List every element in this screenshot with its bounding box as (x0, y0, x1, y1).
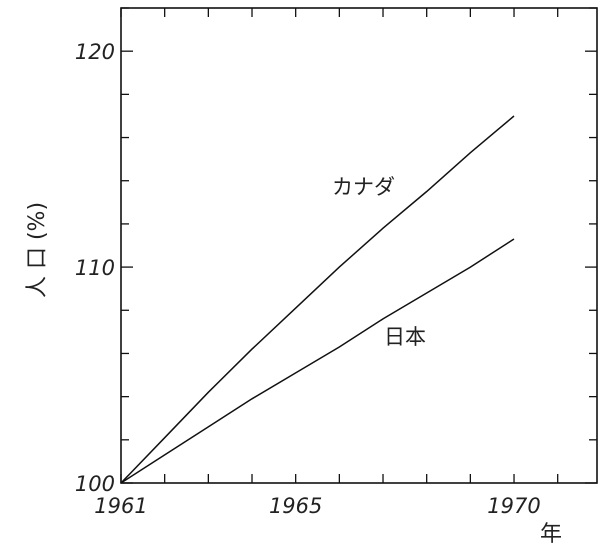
series-line-japan (120, 238, 515, 484)
series-label-japan: 日本 (384, 325, 426, 349)
series-lines (120, 115, 515, 484)
tick-labels: 1961 1965 1970 100 110 120 (75, 40, 541, 518)
y-axis-label: 人 口 (%) (25, 202, 50, 298)
x-axis-label: 年 (540, 522, 562, 544)
series-label-canada: カナダ (332, 175, 395, 199)
x-tick-label: 1970 (487, 494, 540, 518)
axis-ticks (120, 7, 597, 484)
y-tick-label: 110 (75, 256, 115, 280)
series-line-canada (120, 115, 515, 484)
plot-frame (120, 7, 598, 484)
x-tick-label: 1965 (269, 494, 322, 518)
y-tick-label: 100 (75, 472, 115, 496)
y-tick-label: 120 (75, 40, 115, 64)
x-tick-label: 1961 (94, 494, 147, 518)
